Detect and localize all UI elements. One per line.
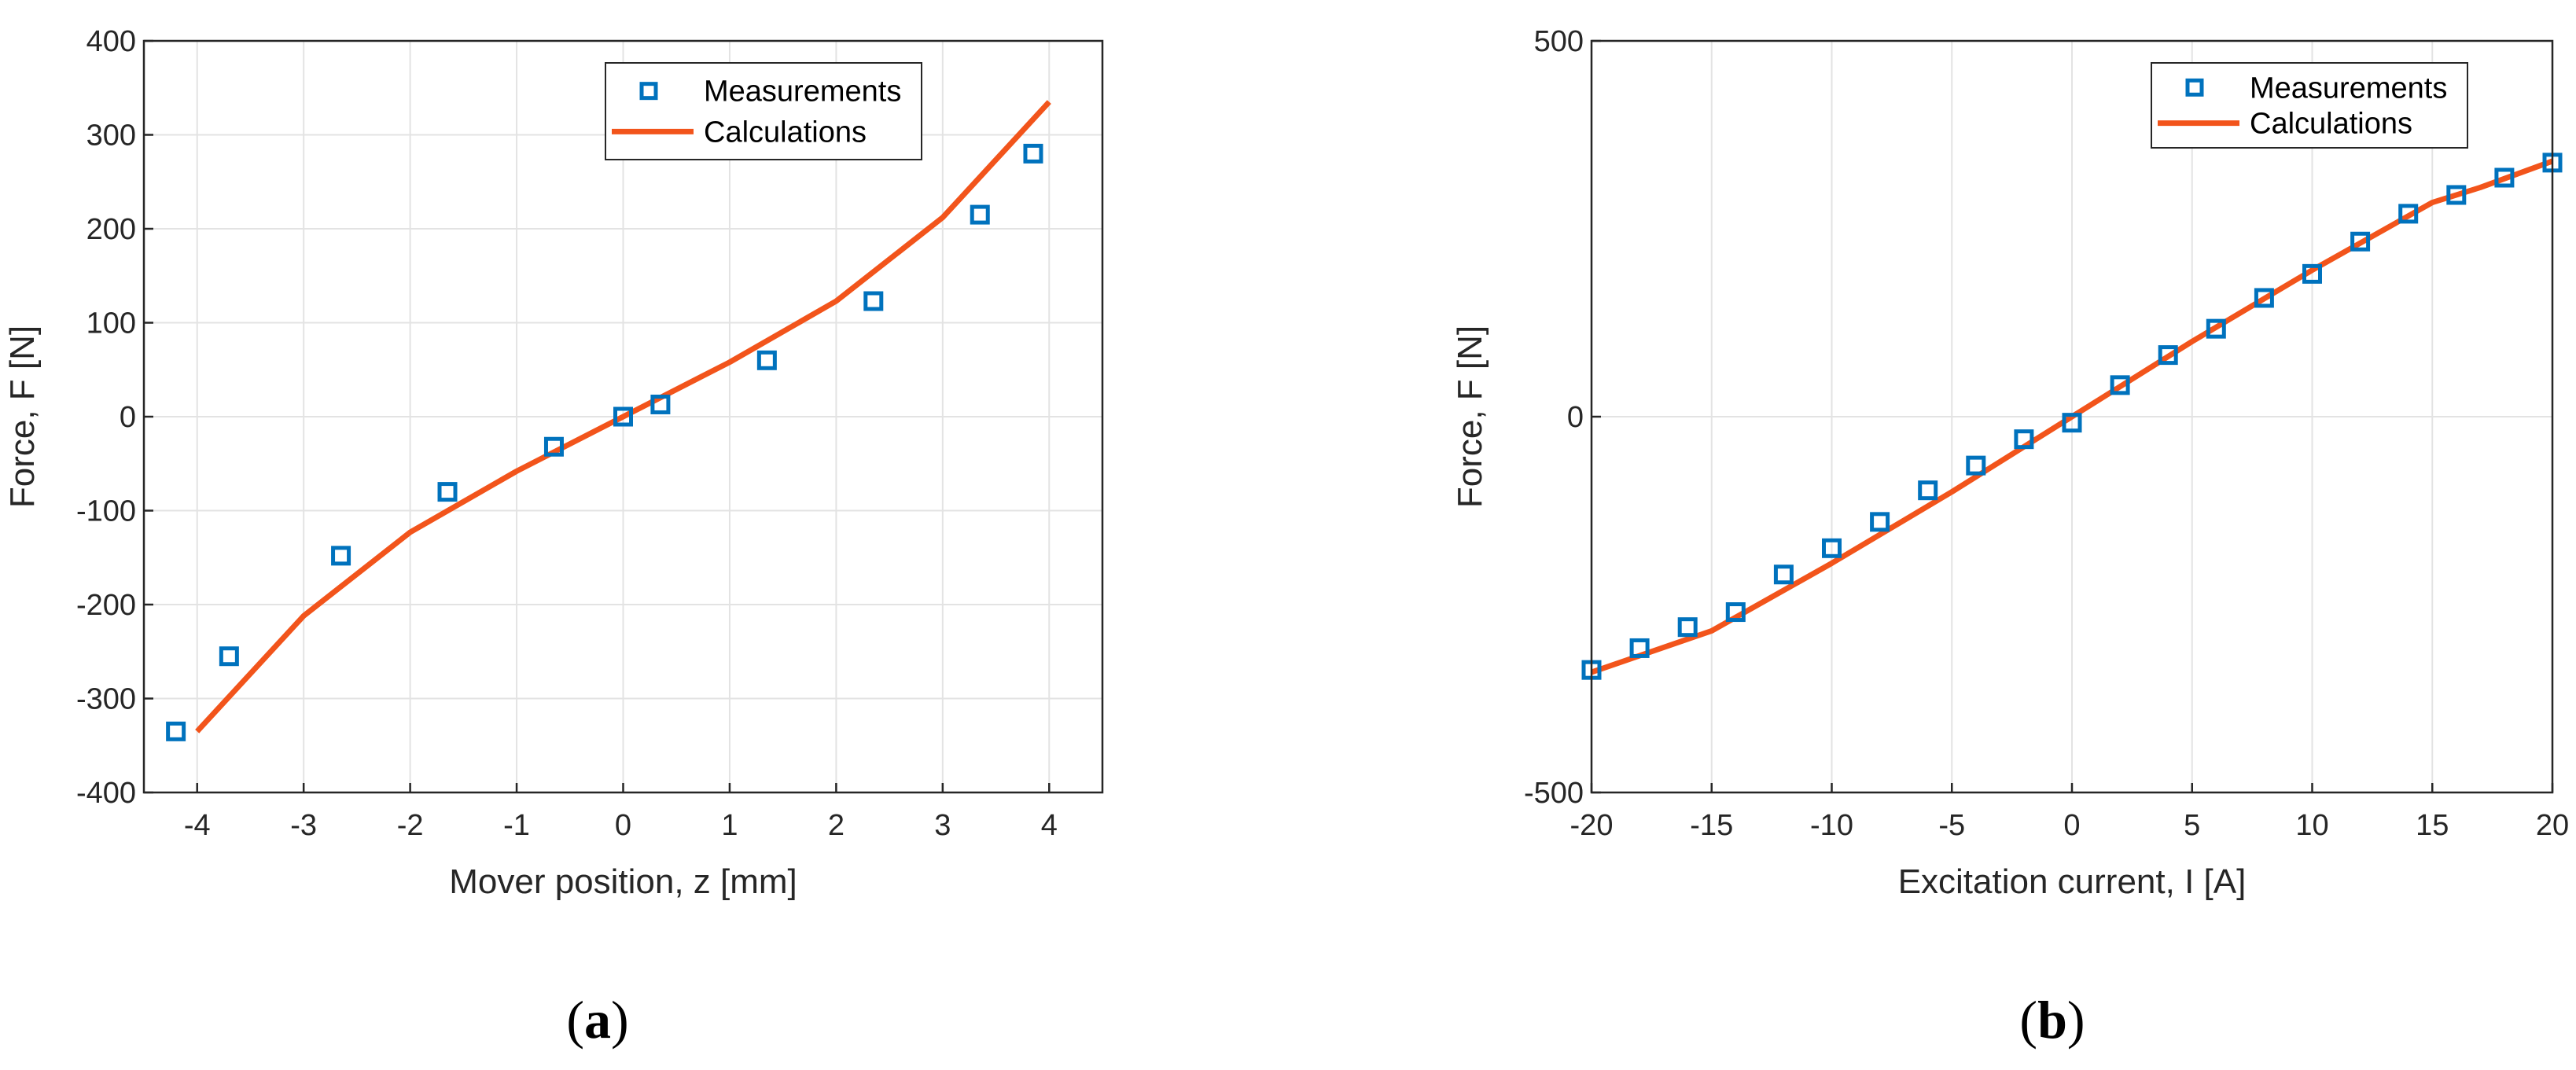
legend-marker-measurements-b (2185, 78, 2204, 97)
x-tick-label-b-1: -15 (1690, 809, 1733, 842)
measurement-point-b-4 (1773, 564, 1794, 585)
measurement-point-a-10 (1023, 143, 1043, 164)
x-tick-label-a-4: 0 (615, 809, 631, 842)
y-tick-label-a-1: -300 (76, 683, 136, 716)
measurement-point-b-19 (2494, 167, 2515, 188)
legend-label-measurements-a: Measurements (704, 75, 901, 108)
measurement-point-a-0 (166, 721, 186, 741)
legend-label-measurements-b: Measurements (2250, 72, 2447, 105)
series-b (1581, 153, 2563, 680)
measurement-point-b-13 (2206, 318, 2226, 339)
x-tick-label-b-3: -5 (1938, 809, 1965, 842)
chart-panel-b: -20 -15 -10 -5 0 5 10 15 20 -500 0 500 Excitation c… (1451, 25, 2569, 1050)
measurement-point-b-16 (2350, 231, 2371, 252)
measurement-point-b-1 (1629, 638, 1650, 658)
measurement-point-b-9 (2014, 429, 2034, 450)
x-tick-label-b-8: 20 (2536, 809, 2569, 842)
y-tick-label-a-2: -200 (76, 589, 136, 622)
measurement-point-a-8 (863, 291, 884, 311)
measurement-point-b-18 (2446, 185, 2467, 205)
legend-b: Measurements Calculations (2151, 62, 2468, 149)
y-tick-label-a-4: 0 (120, 401, 136, 434)
x-tick-label-a-7: 3 (934, 809, 951, 842)
x-tick-label-a-6: 2 (828, 809, 845, 842)
legend-box-b (2151, 62, 2468, 149)
calculations-line-b (1590, 158, 2554, 675)
x-tick-label-a-5: 1 (721, 809, 738, 842)
measurement-point-a-1 (219, 646, 239, 667)
calculations-line-a (195, 100, 1051, 734)
chart-panel-a: -4 -3 -2 -1 0 1 2 3 4 -400 -300 -200 -100 0 100 200 300 4… (3, 25, 1104, 1050)
x-tick-label-b-2: -10 (1810, 809, 1853, 842)
y-tick-label-b-0: -500 (1524, 777, 1584, 810)
legend-label-calculations-a: Calculations (704, 116, 867, 149)
measurement-point-a-5 (613, 406, 633, 427)
x-tick-label-a-3: -1 (503, 809, 530, 842)
tick-labels-a: -4 -3 -2 -1 0 1 2 3 4 -400 -300 -200 -100 0 100 200 300 4… (76, 25, 1058, 842)
tick-labels-b: -20 -15 -10 -5 0 5 10 15 20 -500 0 500 (1524, 25, 2569, 842)
x-tick-label-b-6: 10 (2295, 809, 2328, 842)
y-tick-label-a-7: 300 (86, 120, 136, 153)
measurement-point-b-5 (1822, 538, 1842, 558)
legend-label-calculations-b: Calculations (2250, 108, 2412, 141)
measurement-point-b-2 (1677, 617, 1698, 638)
x-tick-label-b-7: 15 (2416, 809, 2449, 842)
measurement-point-a-6 (650, 394, 671, 414)
measurement-point-b-8 (1966, 455, 1986, 476)
measurement-point-b-7 (1918, 480, 1938, 501)
measurement-point-b-15 (2302, 263, 2322, 284)
series-a (166, 100, 1051, 741)
x-tick-label-b-5: 5 (2184, 809, 2200, 842)
measurement-point-b-6 (1870, 512, 1890, 532)
measurement-point-b-12 (2158, 345, 2178, 366)
measurement-point-b-17 (2398, 204, 2419, 224)
measurement-point-b-3 (1725, 602, 1746, 623)
y-tick-label-b-1: 0 (1567, 401, 1584, 434)
legend-a: Measurements Calculations (605, 62, 922, 160)
x-axis-label-a: Mover position, z [mm] (449, 862, 797, 901)
legend-marker-measurements-a (639, 82, 658, 101)
measurement-point-b-11 (2110, 375, 2130, 395)
measurement-point-a-3 (437, 482, 458, 502)
y-axis-label-a: Force, F [N] (3, 325, 42, 508)
y-tick-label-a-3: -100 (76, 495, 136, 528)
x-tick-label-b-0: -20 (1570, 809, 1614, 842)
x-tick-label-a-2: -2 (397, 809, 424, 842)
caption-a: (a) (566, 990, 628, 1050)
caption-letter-a: a (584, 990, 611, 1050)
caption-b: (b) (2019, 990, 2085, 1050)
measurement-point-a-4 (543, 436, 564, 457)
legend-box-a (605, 62, 922, 160)
y-tick-label-a-0: -400 (76, 777, 136, 810)
y-tick-label-a-6: 200 (86, 213, 136, 246)
x-tick-label-a-8: 4 (1041, 809, 1058, 842)
y-tick-label-b-2: 500 (1534, 25, 1584, 58)
measurement-point-a-2 (331, 546, 351, 566)
y-axis-label-b: Force, F [N] (1451, 325, 1489, 508)
y-tick-label-a-8: 400 (86, 25, 136, 58)
x-tick-label-a-0: -4 (184, 809, 211, 842)
measurement-point-a-9 (970, 204, 990, 225)
measurement-point-b-10 (2062, 413, 2082, 433)
measurement-point-b-14 (2254, 288, 2274, 308)
x-axis-label-b: Excitation current, I [A] (1898, 862, 2247, 901)
x-tick-label-b-4: 0 (2063, 809, 2080, 842)
measurement-point-a-7 (756, 350, 777, 370)
caption-letter-b: b (2037, 990, 2067, 1050)
x-tick-label-a-1: -3 (290, 809, 317, 842)
y-tick-label-a-5: 100 (86, 307, 136, 340)
